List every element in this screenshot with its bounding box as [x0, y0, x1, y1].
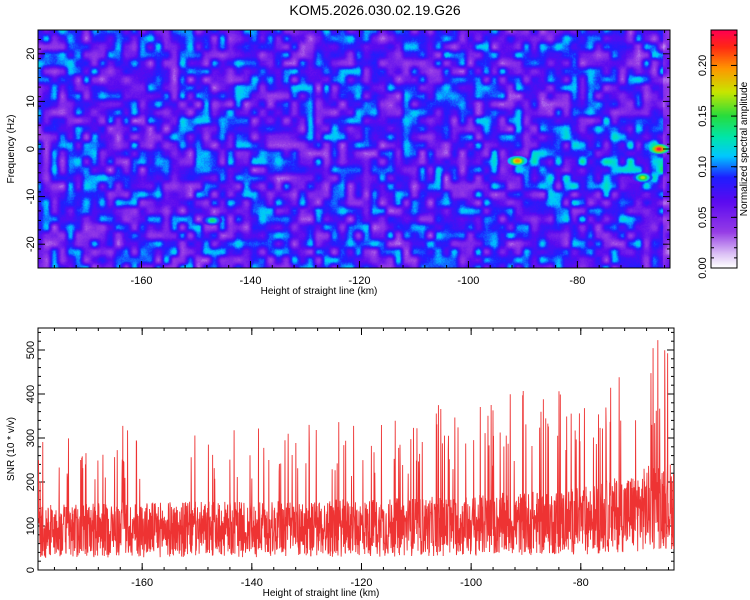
colorbar-tick-label: 0.00	[697, 257, 709, 278]
spectrogram-y-axis-label: Frequency (Hz)	[6, 115, 17, 184]
colorbar-label: Normalized spectral amplitude	[739, 81, 750, 216]
snr-x-tick-label: -100	[460, 577, 482, 589]
colorbar-tick-label: 0.05	[697, 207, 709, 228]
spectrogram-x-tick-label: -160	[131, 275, 153, 287]
spectrogram-x-tick-label: -80	[569, 275, 585, 287]
colorbar-axes: 0.00 0.05 0.10 0.15 0.20 Normalized spectral …	[697, 29, 750, 279]
spectrogram-y-tick-label: -20	[25, 236, 37, 252]
spectrogram-y-tick-label: 10	[25, 95, 37, 107]
colorbar-tick-label: 0.15	[697, 105, 709, 126]
snr-x-tick-label: -160	[131, 577, 153, 589]
snr-y-tick-label: 0	[25, 567, 37, 573]
snr-x-axis-label: Height of straight line (km)	[263, 588, 380, 599]
snr-frame	[37, 327, 675, 571]
spectrogram-y-tick-label: 20	[25, 48, 37, 60]
snr-y-tick-label: 200	[25, 473, 37, 491]
snr-axes: -160 -140 -120 -100 -80 0 100 200 300 400 500 Heigh…	[6, 327, 675, 599]
snr-y-tick-label: 400	[25, 385, 37, 403]
snr-x-tick-label: -140	[241, 577, 263, 589]
chart-title: KOM5.2026.030.02.19.G26	[289, 2, 461, 18]
snr-y-tick-label: 500	[25, 341, 37, 359]
snr-series-line	[38, 340, 674, 558]
colorbar-gradient	[711, 30, 737, 268]
colorbar-frame	[710, 29, 738, 269]
snr-x-tick-label: -120	[350, 577, 372, 589]
snr-y-axis-label: SNR (10 * v/v)	[6, 417, 17, 481]
snr-x-tick-label: -80	[573, 577, 589, 589]
spectrogram-y-tick-label: -10	[25, 189, 37, 205]
spectrogram-x-tick-label: -140	[239, 275, 261, 287]
spectrogram-x-tick-label: -120	[348, 275, 370, 287]
spectrogram-x-tick-label: -100	[457, 275, 479, 287]
colorbar-tick-label: 0.20	[697, 55, 709, 76]
spectrogram-y-tick-label: 0	[25, 146, 37, 152]
spectrogram-heatmap	[38, 30, 670, 268]
colorbar-tick-label: 0.10	[697, 156, 709, 177]
spectrogram-x-axis-label: Height of straight line (km)	[261, 286, 378, 297]
snr-y-tick-label: 300	[25, 429, 37, 447]
spectrogram-frame	[37, 29, 671, 269]
snr-y-tick-label: 100	[25, 517, 37, 535]
